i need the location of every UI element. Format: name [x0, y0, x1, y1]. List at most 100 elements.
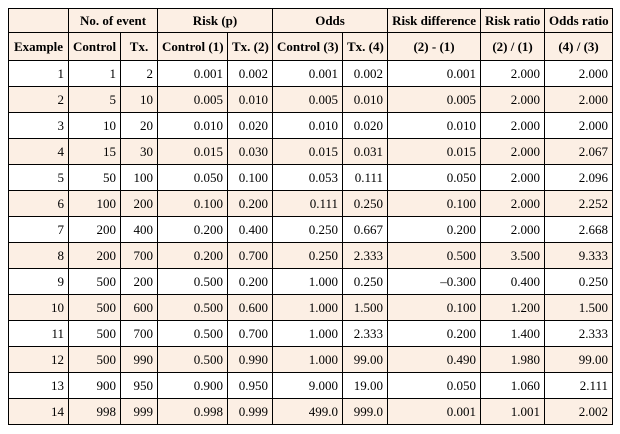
table-cell: 100 — [68, 190, 121, 217]
table-cell: 2.000 — [480, 86, 546, 113]
table-cell: 0.020 — [227, 112, 274, 139]
table-cell: 0.500 — [387, 242, 482, 269]
table-row: 4 15 30 0.015 0.030 0.015 0.031 0.015 2.000 2.067 — [8, 138, 614, 165]
table-cell: 600 — [119, 294, 159, 321]
table-cell: 0.010 — [272, 112, 344, 139]
table-cell: 0.250 — [342, 190, 389, 217]
table-cell: 30 — [119, 138, 159, 165]
table-cell: 0.200 — [387, 320, 482, 347]
table-cell: 99.00 — [544, 346, 614, 373]
table-cell: 3.500 — [480, 242, 546, 269]
header-cell — [8, 8, 69, 33]
table-cell: 2.000 — [480, 216, 546, 243]
table-cell: 0.200 — [227, 190, 274, 217]
table-cell: 0.010 — [387, 112, 482, 139]
table-cell: 0.050 — [157, 164, 229, 191]
table-cell: 2.252 — [544, 190, 614, 217]
table-cell: 14 — [8, 398, 69, 425]
table-row: 11 500 700 0.500 0.700 1.000 2.333 0.200 1.400 2.… — [8, 320, 614, 347]
table-cell: 0.100 — [387, 294, 482, 321]
table-cell: 999.0 — [342, 398, 389, 425]
table-cell: 12 — [8, 346, 69, 373]
table-cell: 900 — [68, 372, 121, 399]
table-cell: 0.200 — [387, 216, 482, 243]
table-cell: 500 — [68, 268, 121, 295]
table-cell: 2.067 — [544, 138, 614, 165]
table-cell: 0.100 — [157, 190, 229, 217]
table-cell: 500 — [68, 320, 121, 347]
table-cell: –0.300 — [387, 268, 482, 295]
table-cell: 0.005 — [157, 86, 229, 113]
table-cell: 0.500 — [157, 320, 229, 347]
table-cell: 2.096 — [544, 164, 614, 191]
table-cell: 0.500 — [157, 294, 229, 321]
table-cell: 0.990 — [227, 346, 274, 373]
table-cell: 0.700 — [227, 242, 274, 269]
table-cell: 2.333 — [544, 320, 614, 347]
table-cell: 0.020 — [342, 112, 389, 139]
table-cell: 0.999 — [227, 398, 274, 425]
table-cell: 0.700 — [227, 320, 274, 347]
table-cell: 2.000 — [544, 60, 614, 87]
table-cell: 0.111 — [342, 164, 389, 191]
table-cell: 0.015 — [387, 138, 482, 165]
table-cell: 0.015 — [272, 138, 344, 165]
table-cell: 0.200 — [157, 242, 229, 269]
table-cell: 200 — [119, 190, 159, 217]
table-cell: 7 — [8, 216, 69, 243]
table-cell: 0.400 — [480, 268, 546, 295]
table-cell: 11 — [8, 320, 69, 347]
table-cell: 0.005 — [272, 86, 344, 113]
table-cell: 0.250 — [272, 242, 344, 269]
table-cell: 5 — [68, 86, 121, 113]
data-table: No. of event Risk (p) Odds Risk differen… — [8, 8, 614, 425]
header-cell: Example — [8, 32, 69, 61]
table-cell: 100 — [119, 164, 159, 191]
table-cell: 1.400 — [480, 320, 546, 347]
table-cell: 0.200 — [157, 216, 229, 243]
table-cell: 13 — [8, 372, 69, 399]
header-cell: Odds — [272, 8, 389, 33]
table-cell: 50 — [68, 164, 121, 191]
header-cell: Risk ratio — [480, 8, 546, 33]
table-cell: 99.00 — [342, 346, 389, 373]
table-cell: 2.002 — [544, 398, 614, 425]
table-cell: 3 — [8, 112, 69, 139]
table-cell: 400 — [119, 216, 159, 243]
table-cell: 200 — [119, 268, 159, 295]
table-cell: 0.667 — [342, 216, 389, 243]
table-cell: 1 — [8, 60, 69, 87]
table-cell: 4 — [8, 138, 69, 165]
table-row: 13 900 950 0.900 0.950 9.000 19.00 0.050 1.060 2.… — [8, 372, 614, 399]
table-cell: 2.000 — [480, 60, 546, 87]
table-cell: 2.333 — [342, 242, 389, 269]
header-cell: Tx. — [119, 32, 159, 61]
table-cell: 0.053 — [272, 164, 344, 191]
table-cell: 0.010 — [342, 86, 389, 113]
table-cell: 500 — [68, 294, 121, 321]
header-cell: No. of event — [67, 8, 159, 33]
table-cell: 999 — [119, 398, 159, 425]
table-cell: 0.200 — [227, 268, 274, 295]
table-cell: 1.980 — [480, 346, 546, 373]
header-cell: Tx. (4) — [342, 32, 389, 61]
table-cell: 0.001 — [387, 398, 482, 425]
header-cell: Odds ratio — [544, 8, 614, 33]
table-row: 6 100 200 0.100 0.200 0.111 0.250 0.100 2.000 2.2… — [8, 190, 614, 217]
table-row: 9 500 200 0.500 0.200 1.000 0.250 –0.300 0.400 0.… — [8, 268, 614, 295]
table-cell: 2.000 — [480, 112, 546, 139]
table-cell: 0.250 — [342, 268, 389, 295]
table-cell: 1.000 — [272, 294, 344, 321]
table-cell: 1.500 — [342, 294, 389, 321]
table-row: 10 500 600 0.500 0.600 1.000 1.500 0.100 1.200 1.… — [8, 294, 614, 321]
table-cell: 2.000 — [544, 86, 614, 113]
table-cell: 19.00 — [342, 372, 389, 399]
table-cell: 0.002 — [342, 60, 389, 87]
table-cell: 700 — [119, 242, 159, 269]
table-cell: 2.000 — [480, 190, 546, 217]
table-cell: 998 — [68, 398, 121, 425]
table-cell: 20 — [119, 112, 159, 139]
header-cell: Risk (p) — [157, 8, 274, 33]
table-cell: 9 — [8, 268, 69, 295]
table-cell: 0.900 — [157, 372, 229, 399]
